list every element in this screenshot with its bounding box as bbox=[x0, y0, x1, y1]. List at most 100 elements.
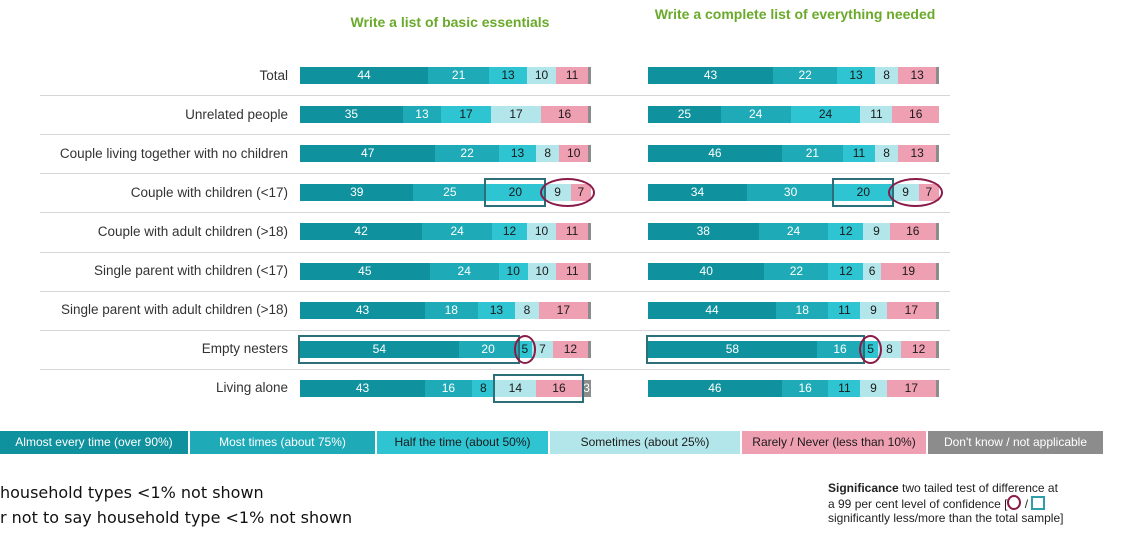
row-divider bbox=[40, 368, 950, 370]
bar-segment bbox=[648, 379, 782, 397]
data-label: 16 bbox=[909, 107, 923, 122]
bar-segment bbox=[541, 106, 589, 124]
data-label: 20 bbox=[856, 185, 870, 200]
data-label: 11 bbox=[838, 302, 851, 317]
data-label: 16 bbox=[552, 380, 566, 395]
data-label: 38 bbox=[696, 224, 710, 239]
legend-item: Most times (about 75%) bbox=[190, 431, 375, 454]
data-label: 25 bbox=[443, 185, 457, 200]
data-label: 11 bbox=[852, 146, 866, 161]
bar-segment bbox=[863, 223, 890, 241]
significance-box bbox=[298, 334, 520, 364]
data-label: 20 bbox=[481, 341, 495, 356]
footnote-household-types: household types <1% not shown bbox=[0, 483, 264, 502]
bar-segment bbox=[588, 223, 591, 241]
bar-segment bbox=[648, 340, 817, 358]
bar-segment bbox=[422, 223, 493, 241]
data-label: 34 bbox=[690, 185, 705, 200]
data-label: 8 bbox=[883, 68, 890, 82]
data-label: 10 bbox=[534, 224, 549, 239]
row-label: Living alone bbox=[215, 380, 288, 396]
bar-segment bbox=[874, 67, 899, 84]
bar-segment bbox=[816, 340, 864, 358]
data-label: 11 bbox=[838, 380, 851, 395]
row-label: Couple with adult children (>18) bbox=[97, 223, 288, 239]
bar-segment bbox=[886, 379, 937, 397]
bar-segment bbox=[471, 379, 495, 397]
data-label: 9 bbox=[870, 380, 877, 395]
significance-box bbox=[492, 373, 585, 403]
bar-segment bbox=[776, 301, 829, 319]
data-label: 12 bbox=[502, 224, 517, 239]
bar-segment bbox=[898, 67, 937, 84]
bar-segment bbox=[556, 223, 589, 241]
bar-segment bbox=[936, 223, 939, 241]
data-label: 43 bbox=[355, 380, 370, 395]
data-label: 18 bbox=[795, 302, 809, 317]
data-label: 11 bbox=[565, 68, 579, 82]
data-label: 13 bbox=[501, 68, 515, 82]
legend-item: Rarely / Never (less than 10%) bbox=[742, 431, 926, 454]
footnote-prefer-not-to-say: r not to say household type <1% not show… bbox=[0, 508, 353, 527]
bar-segment bbox=[441, 106, 492, 124]
bar-segment bbox=[300, 106, 403, 124]
bar-segment bbox=[535, 379, 583, 397]
data-label: 44 bbox=[705, 302, 719, 317]
bar-segment bbox=[526, 223, 557, 241]
circle-icon bbox=[1007, 495, 1022, 510]
bar-segment bbox=[428, 67, 490, 84]
bar-segment bbox=[936, 379, 939, 397]
data-label: 43 bbox=[355, 302, 370, 317]
data-label: 18 bbox=[444, 302, 458, 317]
bar-segment bbox=[880, 262, 937, 280]
bar-segment bbox=[837, 67, 875, 84]
data-label: 24 bbox=[450, 224, 464, 239]
data-label: 16 bbox=[441, 380, 456, 395]
data-label: 8 bbox=[544, 146, 552, 161]
data-label: 16 bbox=[798, 380, 812, 395]
bar-segment bbox=[588, 145, 591, 163]
significance-line3: significantly less/more than the total s… bbox=[828, 511, 1064, 525]
bar-segment bbox=[588, 262, 591, 280]
bar-segment bbox=[648, 223, 759, 241]
data-label: 17 bbox=[904, 302, 919, 317]
bar-segment bbox=[588, 67, 591, 84]
bar-segment bbox=[648, 106, 721, 124]
data-label: 10 bbox=[567, 146, 581, 161]
data-label: 17 bbox=[904, 380, 919, 395]
row-label: Single parent with adult children (>18) bbox=[60, 302, 288, 318]
bar-segment bbox=[491, 106, 542, 124]
bar-segment bbox=[582, 379, 591, 397]
data-label: 46 bbox=[708, 146, 722, 161]
data-label: 8 bbox=[883, 146, 890, 161]
bar-segment bbox=[648, 145, 782, 163]
row-label: Single parent with children (<17) bbox=[94, 263, 288, 278]
data-label: 16 bbox=[906, 224, 920, 239]
bar-segment bbox=[527, 262, 557, 280]
data-label: 22 bbox=[798, 68, 812, 82]
data-label: 12 bbox=[839, 263, 853, 278]
bar-segment bbox=[300, 379, 426, 397]
bar-segment bbox=[489, 67, 527, 84]
significance-note: Significance two tailed test of differen… bbox=[828, 481, 1133, 525]
bar-segment bbox=[936, 145, 939, 163]
bar-segment bbox=[536, 145, 560, 163]
bar-segment bbox=[526, 67, 557, 84]
bar-segment bbox=[413, 184, 487, 202]
data-label: 6 bbox=[868, 263, 876, 278]
data-label: 12 bbox=[911, 341, 926, 356]
panel-title-basic-essentials: Write a list of basic essentials bbox=[350, 14, 550, 30]
data-label: 20 bbox=[508, 185, 522, 200]
bar-segment bbox=[477, 301, 516, 319]
bar-segment bbox=[538, 301, 589, 319]
bar-segment bbox=[936, 340, 939, 358]
significance-box bbox=[832, 178, 895, 208]
bar-segment bbox=[720, 106, 791, 124]
data-label: 14 bbox=[508, 380, 523, 395]
significance-circle bbox=[513, 334, 537, 364]
data-label: 13 bbox=[910, 146, 924, 161]
significance-box bbox=[646, 334, 866, 364]
data-label: 12 bbox=[563, 341, 578, 356]
bar-segment bbox=[790, 106, 861, 124]
bar-segment bbox=[435, 145, 499, 163]
